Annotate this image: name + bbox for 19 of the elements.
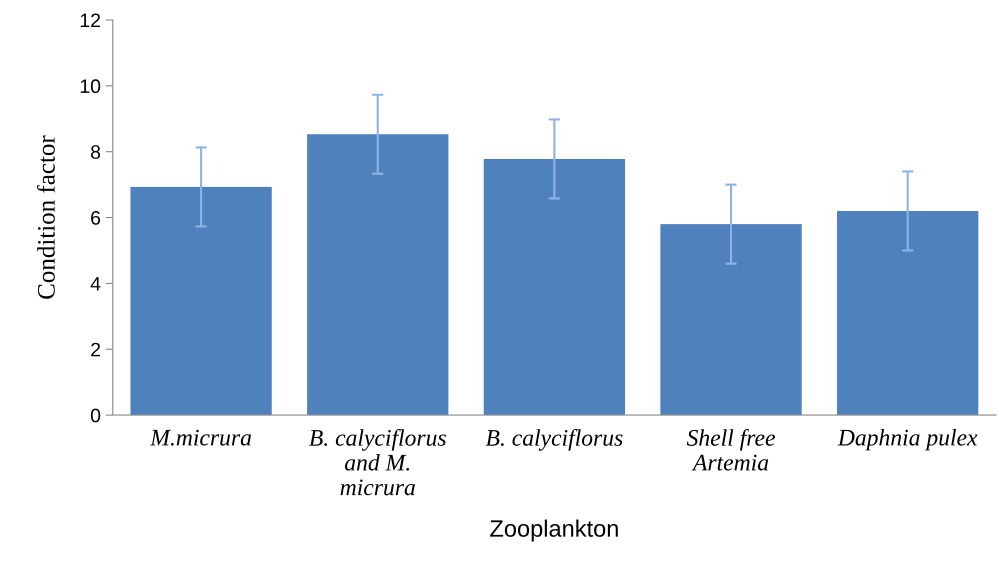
bar xyxy=(307,134,448,416)
y-tick-label: 4 xyxy=(90,277,100,290)
x-tick-label: B. calyciflorus xyxy=(486,429,623,451)
x-tick-label: Daphnia pulex xyxy=(838,429,978,450)
y-tick-label: 8 xyxy=(91,145,100,159)
y-axis-title: Condition factor xyxy=(36,135,55,299)
y-tick-label: 6 xyxy=(91,211,100,225)
bar xyxy=(837,210,978,416)
y-tick-label: 10 xyxy=(80,79,100,94)
x-tick-label: B. calyciflorus and M. micrura xyxy=(309,429,446,496)
bar xyxy=(130,186,272,416)
y-tick-label: 2 xyxy=(91,342,100,356)
x-axis-title: Zooplankton xyxy=(490,520,618,542)
x-tick-label: Shell free Artemia xyxy=(686,429,775,471)
bar xyxy=(484,158,626,416)
x-tick-label: M.micrura xyxy=(150,430,252,446)
bar xyxy=(660,224,802,416)
y-tick-label: 12 xyxy=(80,13,100,28)
y-tick-label: 0 xyxy=(90,408,100,422)
